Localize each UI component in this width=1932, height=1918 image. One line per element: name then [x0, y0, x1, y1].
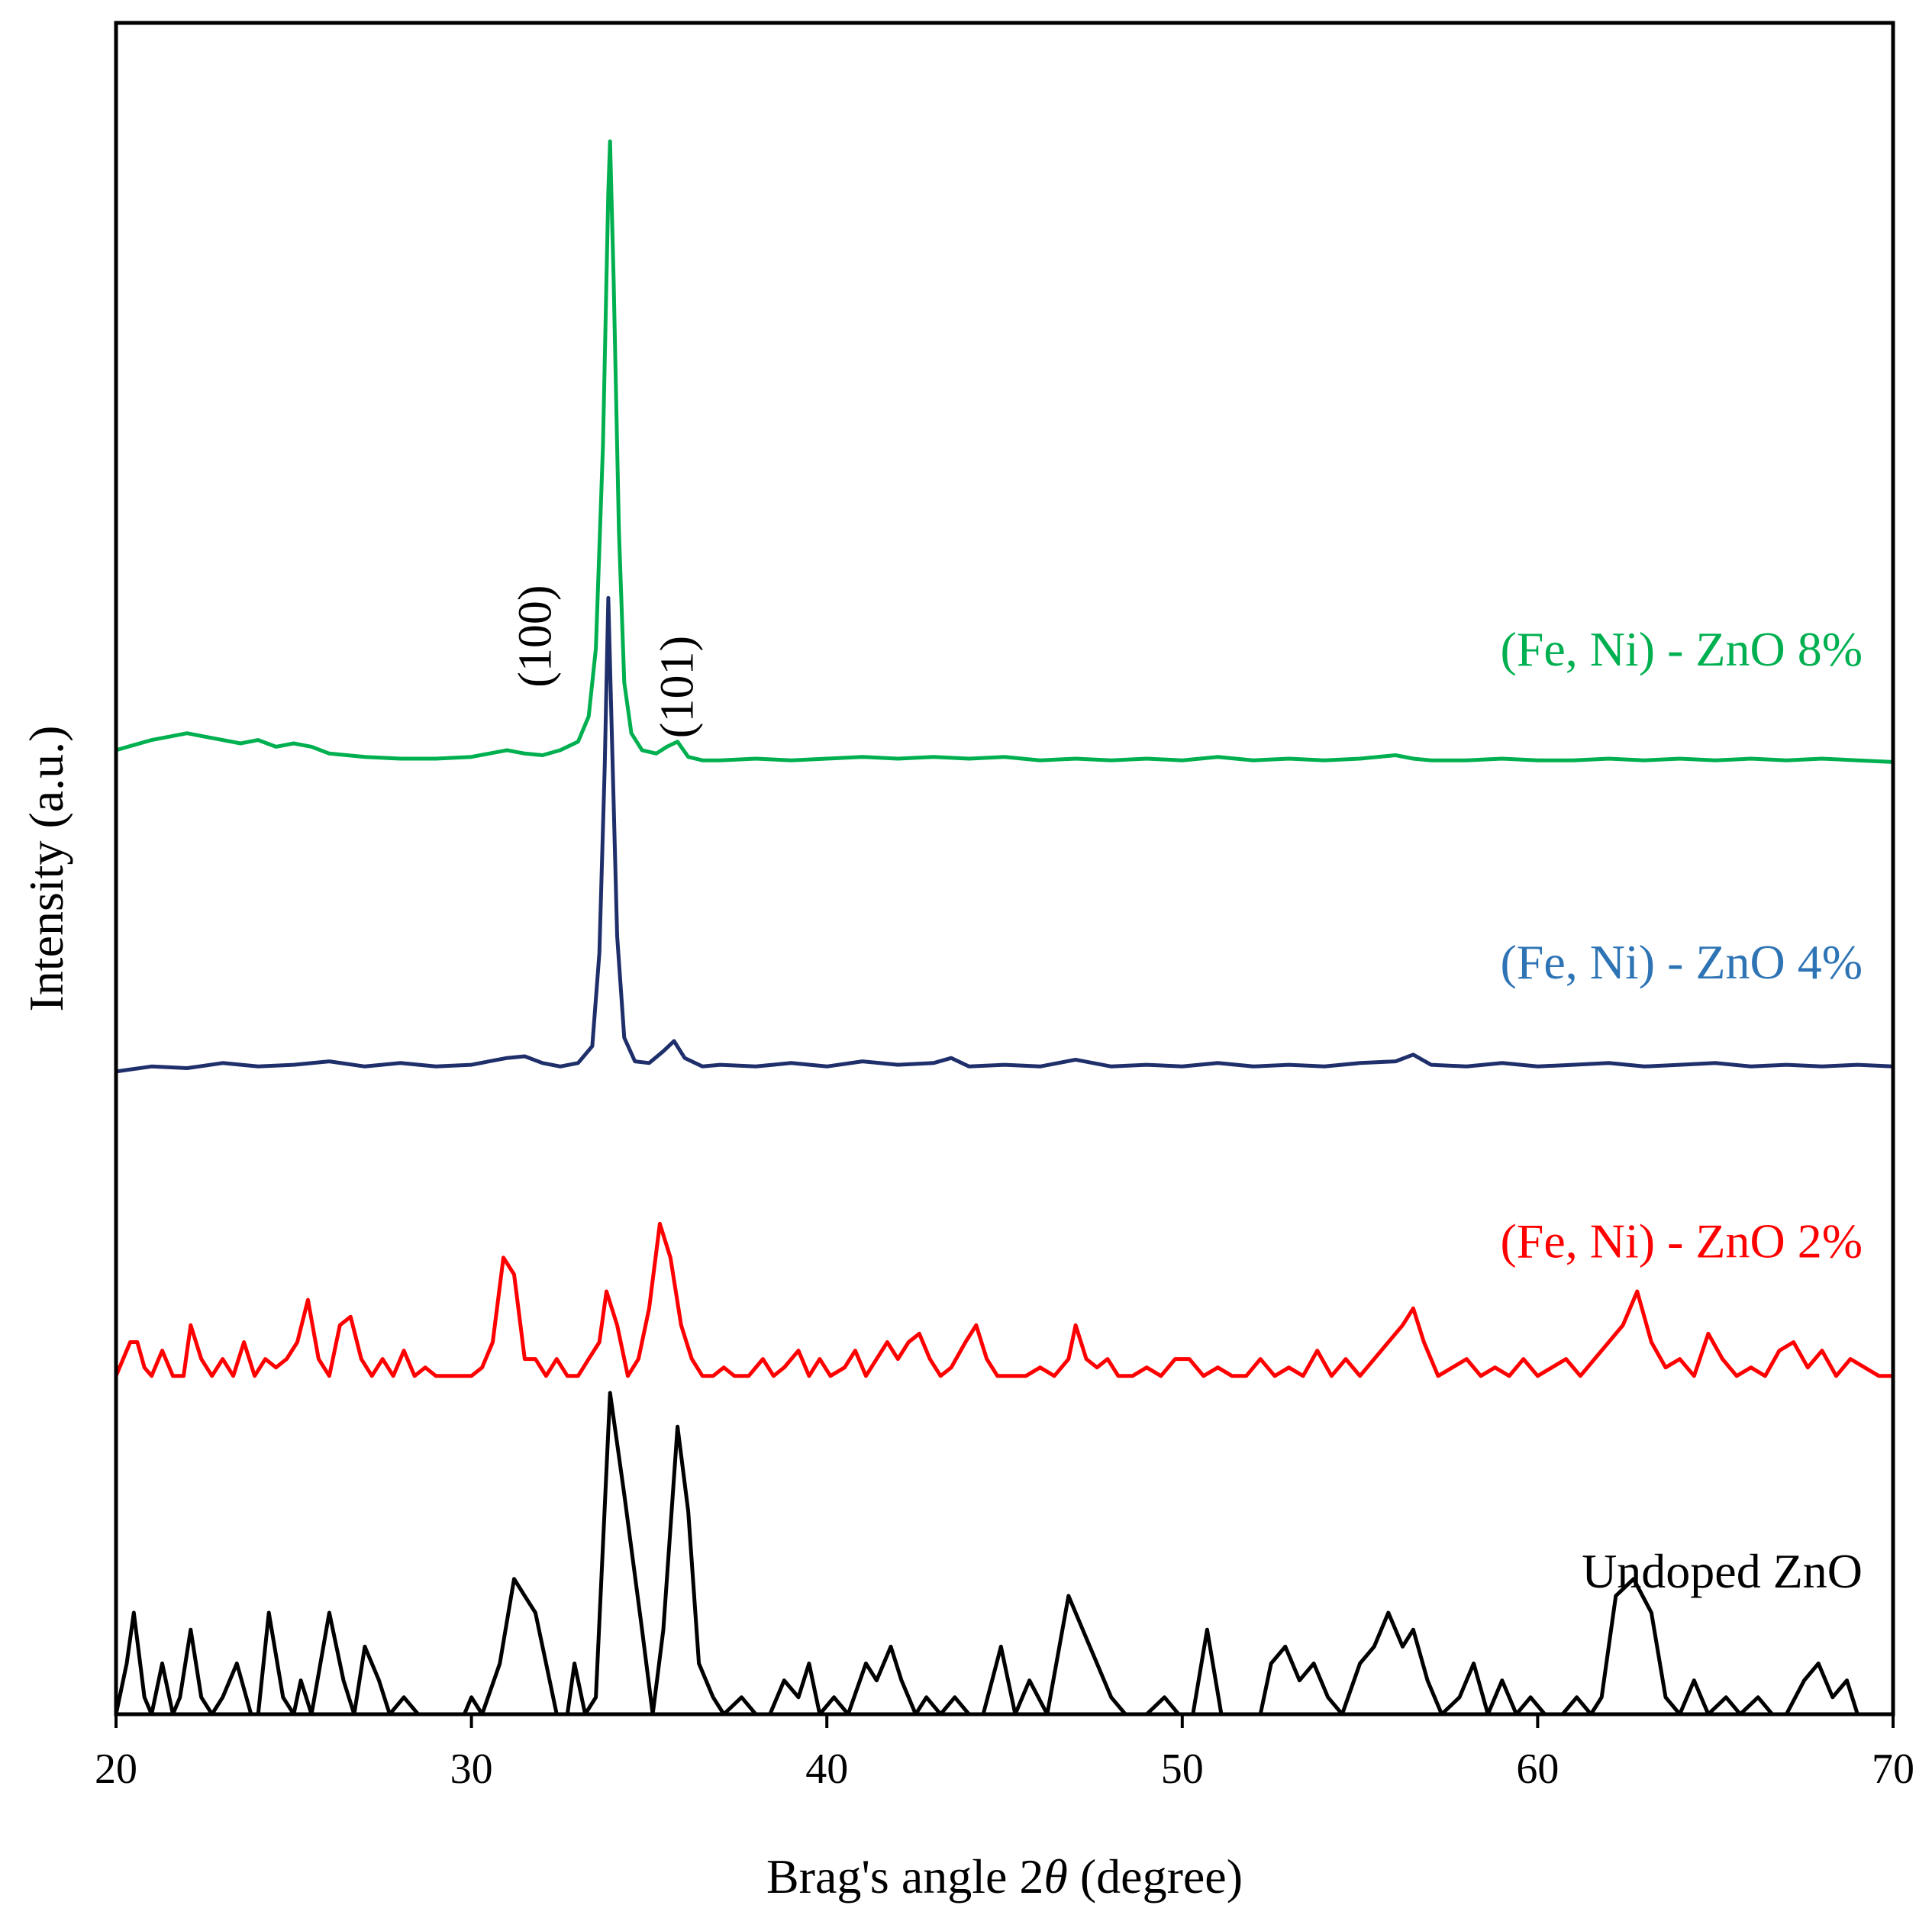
series-label: (Fe, Ni) - ZnO 4%: [1500, 935, 1863, 989]
x-tick-label: 70: [1872, 1746, 1914, 1793]
x-axis-title-theta: θ: [1043, 1849, 1067, 1903]
peak-label: (100): [509, 585, 561, 687]
series-label: (Fe, Ni) - ZnO 2%: [1500, 1214, 1863, 1268]
x-axis-title: Brag's angle 2θ (degree): [766, 1849, 1243, 1903]
series-line-3: [114, 139, 1895, 764]
x-axis-title-prefix: Brag's angle 2: [766, 1849, 1043, 1903]
series-label-layer: Undoped ZnO (Fe, Ni) - ZnO 2% (Fe, Ni) - Z…: [1500, 622, 1863, 1598]
series-label: (Fe, Ni) - ZnO 8%: [1500, 622, 1863, 676]
x-tick-label: 30: [450, 1746, 493, 1793]
x-tick-label: 40: [805, 1746, 848, 1793]
plot-frame: [114, 21, 1895, 1717]
x-axis-title-suffix: (degree): [1068, 1849, 1243, 1903]
peak-label: (101): [652, 636, 704, 738]
x-tick-label: 60: [1516, 1746, 1559, 1793]
x-tick-label: 20: [95, 1746, 137, 1793]
series-line-2: [114, 595, 1895, 1074]
x-tick-label: 50: [1161, 1746, 1204, 1793]
tick-layer: 20 30 40 50 60 70: [95, 1714, 1914, 1793]
y-axis-title: Intensity (a.u.): [19, 726, 73, 1012]
series-layer: [114, 139, 1895, 1717]
series-line-1: [114, 1221, 1895, 1378]
peak-label-layer: (002)(100)(101): [509, 585, 704, 738]
series-label: Undoped ZnO: [1582, 1544, 1863, 1598]
